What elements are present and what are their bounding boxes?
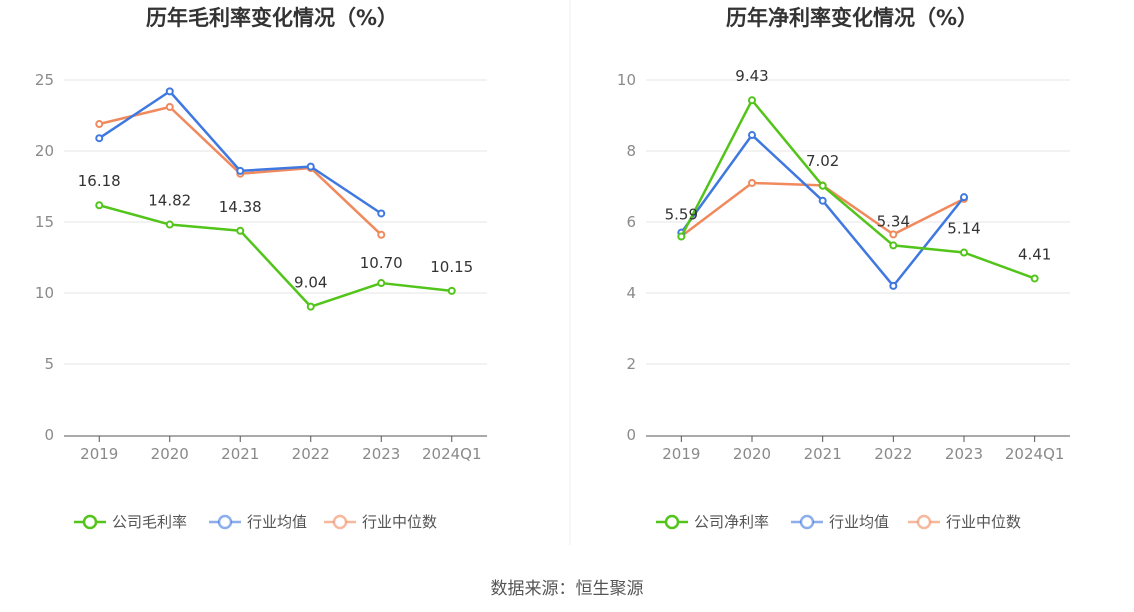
data-label-1-1: 9.43 <box>735 67 768 85</box>
data-point-1-0-4 <box>960 248 968 257</box>
y-tick-label-1-10: 10 <box>617 71 636 89</box>
legend-marker-0-0 <box>82 514 98 530</box>
data-label-1-5: 4.41 <box>1018 245 1051 263</box>
data-point-0-0-2 <box>236 226 245 235</box>
data-label-1-2: 7.02 <box>806 152 839 170</box>
data-point-0-0-1 <box>165 220 174 229</box>
data-point-0-1-1 <box>165 87 174 96</box>
series-line-0-0 <box>98 204 452 308</box>
x-tick-label-1-1: 2020 <box>733 445 771 463</box>
data-point-1-0-2 <box>818 181 827 190</box>
x-tick-label-0-2: 2021 <box>221 445 259 463</box>
data-point-1-0-0 <box>677 232 686 241</box>
data-point-1-1-2 <box>818 196 827 205</box>
data-label-0-0: 16.18 <box>78 172 121 190</box>
x-tick-label-0-4: 2023 <box>362 445 400 463</box>
y-tick-label-0-25: 25 <box>35 71 54 89</box>
data-point-0-2-1 <box>165 102 174 111</box>
x-tick-label-1-5: 2024Q1 <box>1005 445 1065 463</box>
series-line-1-0 <box>680 98 1036 280</box>
data-label-0-4: 10.70 <box>360 254 403 272</box>
data-point-0-0-3 <box>306 302 315 311</box>
legend-label-0-2: 行业中位数 <box>362 513 437 531</box>
legend-label-1-2: 行业中位数 <box>946 513 1021 531</box>
x-tick-label-1-3: 2022 <box>874 445 912 463</box>
x-tick-label-0-0: 2019 <box>80 445 118 463</box>
legend-label-0-1: 行业均值 <box>247 513 307 531</box>
y-tick-label-0-20: 20 <box>35 142 54 160</box>
chart-title-0: 历年毛利率变化情况（%） <box>146 6 398 30</box>
y-tick-label-0-0: 0 <box>44 426 54 444</box>
data-point-0-1-2 <box>236 166 245 175</box>
legend-marker-1-1 <box>799 514 815 530</box>
data-label-0-3: 9.04 <box>294 274 327 292</box>
data-point-1-1-4 <box>960 193 968 202</box>
x-tick-label-0-1: 2020 <box>151 445 189 463</box>
x-tick-label-0-3: 2022 <box>292 445 330 463</box>
data-point-0-0-5 <box>447 286 456 295</box>
data-point-0-2-4 <box>377 230 386 239</box>
legend-label-1-0: 公司净利率 <box>694 513 769 531</box>
data-point-1-0-3 <box>889 241 898 250</box>
x-tick-label-1-0: 2019 <box>662 445 700 463</box>
data-point-1-2-3 <box>889 230 898 239</box>
data-point-1-0-5 <box>1030 274 1039 283</box>
legend-marker-0-2 <box>332 514 348 530</box>
y-tick-label-1-2: 2 <box>626 355 636 373</box>
data-point-0-1-3 <box>306 162 315 171</box>
data-label-0-5: 10.15 <box>430 258 473 276</box>
data-label-1-0: 5.59 <box>665 206 698 224</box>
data-point-1-1-1 <box>748 131 756 140</box>
data-point-0-0-4 <box>377 279 386 288</box>
legend-label-1-1: 行业均值 <box>829 513 889 531</box>
x-tick-label-1-4: 2023 <box>945 445 983 463</box>
x-tick-label-0-5: 2024Q1 <box>422 445 482 463</box>
data-point-0-2-0 <box>95 120 104 129</box>
y-tick-label-1-8: 8 <box>626 142 636 160</box>
legend-marker-1-0 <box>664 514 680 530</box>
data-label-1-4: 5.14 <box>947 220 980 238</box>
data-label-0-2: 14.38 <box>219 198 262 216</box>
data-point-1-2-1 <box>748 178 756 187</box>
y-tick-label-0-10: 10 <box>35 284 54 302</box>
y-tick-label-1-6: 6 <box>626 213 636 231</box>
data-source: 数据来源：恒生聚源 <box>490 579 644 599</box>
data-point-1-1-3 <box>889 281 898 290</box>
y-tick-label-0-5: 5 <box>44 355 54 373</box>
x-tick-label-1-2: 2021 <box>804 445 842 463</box>
y-tick-label-0-15: 15 <box>35 213 54 231</box>
y-tick-label-1-4: 4 <box>626 284 636 302</box>
data-point-0-0-0 <box>95 201 104 210</box>
data-point-0-1-0 <box>95 134 104 143</box>
data-label-0-1: 14.82 <box>148 192 191 210</box>
legend-marker-1-2 <box>916 514 932 530</box>
y-tick-label-1-0: 0 <box>626 426 636 444</box>
data-point-0-1-4 <box>377 209 386 218</box>
data-point-1-0-1 <box>748 96 756 105</box>
data-label-1-3: 5.34 <box>877 212 910 230</box>
legend-marker-0-1 <box>217 514 233 530</box>
chart-title-1: 历年净利率变化情况（%） <box>726 6 978 30</box>
legend-label-0-0: 公司毛利率 <box>112 513 187 531</box>
series-line-1-2 <box>680 181 965 238</box>
